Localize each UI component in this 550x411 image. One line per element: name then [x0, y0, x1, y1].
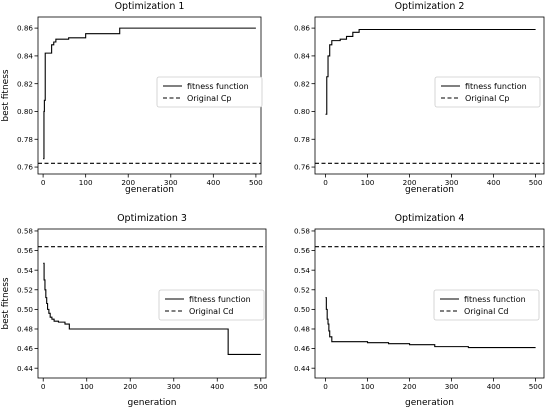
chart-4-ytick-label: 0.46 — [294, 344, 310, 353]
chart-2-ytick-label: 0.84 — [294, 52, 310, 61]
chart-1-ytick-label: 0.86 — [17, 24, 33, 33]
chart-2-series-fitness-line — [325, 28, 536, 115]
chart-2-xtick-label: 0 — [323, 178, 328, 187]
chart-4-ytick-label: 0.44 — [294, 364, 310, 373]
chart-4-ytick-label: 0.58 — [294, 227, 310, 236]
chart-3-xlabel: generation — [128, 398, 177, 408]
chart-4-xtick-label: 300 — [445, 382, 459, 391]
chart-1-ytick-label: 0.76 — [17, 163, 33, 172]
chart-3-xtick-label: 500 — [254, 382, 268, 391]
chart-1-xtick-label: 100 — [79, 178, 93, 187]
chart-3-legend — [158, 289, 265, 321]
chart-4-ytick-label: 0.52 — [294, 285, 310, 294]
chart-3-title: Optimization 3 — [117, 213, 187, 224]
chart-4-ytick-label: 0.50 — [294, 305, 310, 314]
chart-2-xtick-label: 500 — [529, 178, 543, 187]
chart-3-legend-label: fitness function — [189, 295, 251, 304]
chart-4-axes-frame — [314, 228, 545, 379]
chart-4-xtick-label: 500 — [529, 382, 543, 391]
chart-3-legend-label: Original Cd — [189, 307, 234, 316]
chart-3-xtick-label: 200 — [123, 382, 137, 391]
chart-3-ytick-label: 0.52 — [17, 285, 33, 294]
chart-2-panel: Optimization 2 0 100 200 300 400 500 0.76 0.78 0.… — [294, 1, 545, 195]
chart-4-ytick-label: 0.54 — [294, 266, 310, 275]
chart-3-ytick-label: 0.44 — [17, 364, 33, 373]
chart-1-panel: Optimization 1 0 100 200 300 400 500 0.76 0.78 0.… — [1, 1, 263, 195]
chart-1-legend — [156, 76, 263, 108]
chart-4-xtick-label: 200 — [403, 382, 417, 391]
chart-1-ytick-label: 0.82 — [17, 79, 33, 88]
chart-4-legend-label: Original Cd — [464, 307, 509, 316]
chart-2-ytick-label: 0.80 — [294, 107, 310, 116]
chart-2-axes-frame — [314, 16, 545, 175]
chart-4-legend-label: fitness function — [464, 295, 526, 304]
chart-2-xtick-label: 200 — [403, 178, 417, 187]
chart-3-ytick-label: 0.50 — [17, 305, 33, 314]
chart-1-xtick-label: 500 — [249, 178, 263, 187]
chart-3-ytick-label: 0.58 — [17, 227, 33, 236]
chart-1-xlabel: generation — [125, 185, 174, 195]
chart-2-legend-label: Original Cp — [465, 94, 510, 103]
chart-4-title: Optimization 4 — [395, 213, 465, 224]
chart-1-ytick-label: 0.80 — [17, 107, 33, 116]
chart-3-xtick-label: 100 — [80, 382, 94, 391]
chart-2-ytick-label: 0.76 — [294, 163, 310, 172]
chart-2-xtick-label: 100 — [361, 178, 375, 187]
chart-2-title: Optimization 2 — [395, 1, 465, 12]
chart-2-ytick-label: 0.82 — [294, 79, 310, 88]
chart-1-xtick-label: 300 — [164, 178, 178, 187]
chart-3-ytick-label: 0.48 — [17, 325, 33, 334]
chart-3-xtick-label: 300 — [167, 382, 181, 391]
chart-4-xlabel: generation — [405, 398, 454, 408]
chart-3-xtick-label: 400 — [210, 382, 224, 391]
chart-4-panel: Optimization 4 0 100 200 300 400 500 0.44 0.46 0.… — [294, 213, 545, 408]
chart-1-title: Optimization 1 — [115, 1, 185, 12]
chart-2-legend-label: fitness function — [465, 82, 527, 91]
chart-4-xtick-label: 400 — [487, 382, 501, 391]
chart-3-ytick-label: 0.54 — [17, 266, 33, 275]
chart-3-panel: Optimization 3 0 100 200 300 400 500 0.44 0.46 0.… — [1, 213, 268, 408]
chart-3-ytick-label: 0.46 — [17, 344, 33, 353]
chart-3-ylabel: best fitness — [1, 277, 11, 329]
chart-4-xtick-label: 0 — [323, 382, 328, 391]
chart-2-xtick-label: 300 — [445, 178, 459, 187]
chart-2-legend — [434, 76, 541, 108]
chart-2-xtick-label: 400 — [487, 178, 501, 187]
chart-3-ytick-label: 0.56 — [17, 246, 33, 255]
chart-1-ylabel: best fitness — [1, 69, 11, 121]
chart-2-ytick-label: 0.78 — [294, 135, 310, 144]
chart-1-ytick-label: 0.78 — [17, 135, 33, 144]
chart-3-axes-frame — [37, 228, 267, 379]
chart-3-series-fitness-line — [43, 262, 261, 356]
chart-4-series-fitness-line — [325, 297, 536, 349]
chart-4-ytick-label: 0.48 — [294, 325, 310, 334]
chart-1-legend-label: fitness function — [187, 82, 249, 91]
chart-1-xtick-label: 0 — [41, 178, 46, 187]
chart-2-xlabel: generation — [405, 185, 454, 195]
chart-1-xtick-label: 200 — [121, 178, 135, 187]
chart-3-xtick-label: 0 — [41, 382, 46, 391]
chart-4-ytick-label: 0.56 — [294, 246, 310, 255]
chart-4-legend — [433, 289, 540, 321]
chart-1-ytick-label: 0.84 — [17, 52, 33, 61]
chart-4-xtick-label: 100 — [361, 382, 375, 391]
chart-2-ytick-label: 0.86 — [294, 24, 310, 33]
chart-1-legend-label: Original Cp — [187, 94, 232, 103]
chart-1-series-fitness-line — [43, 27, 256, 160]
chart-1-xtick-label: 400 — [206, 178, 220, 187]
